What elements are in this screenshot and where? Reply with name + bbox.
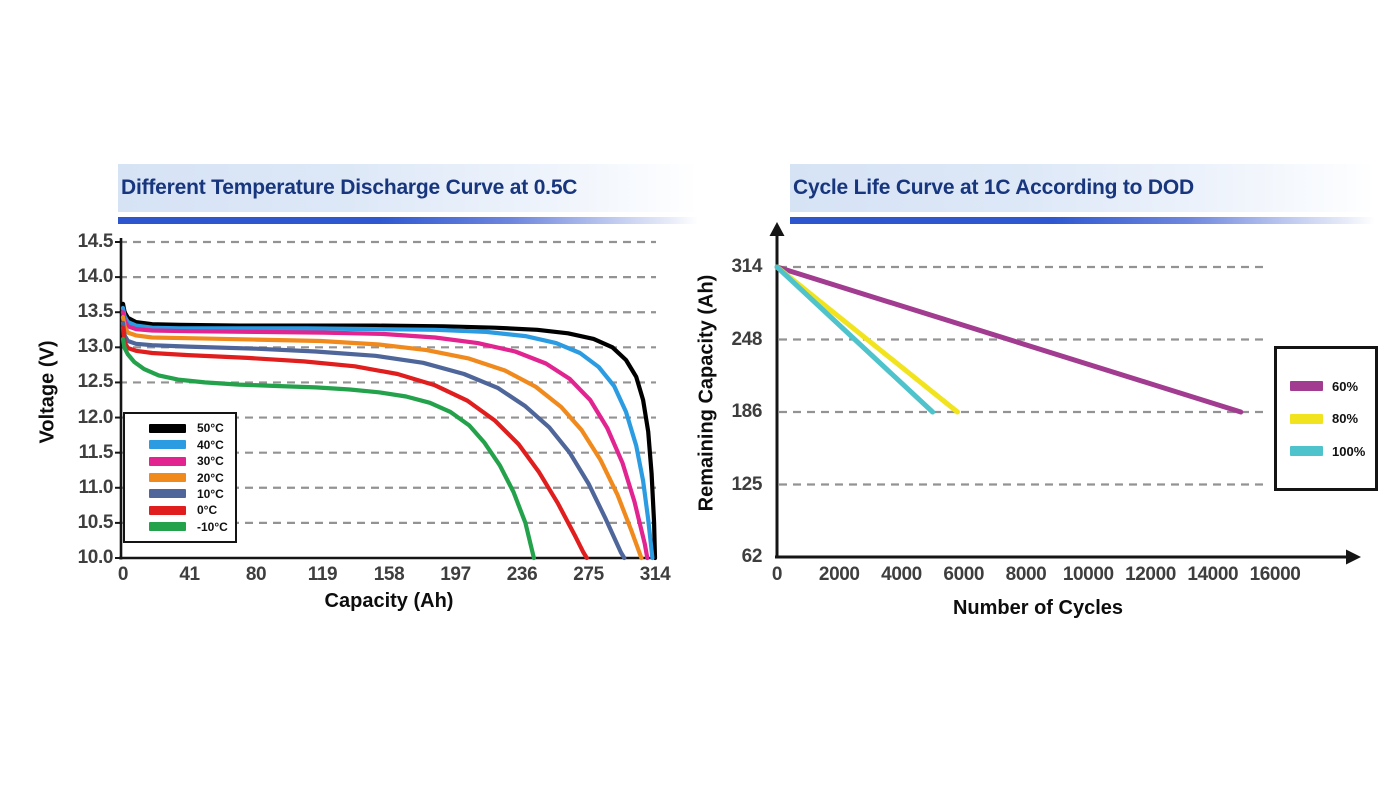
y-tick-label: 248 bbox=[731, 328, 762, 350]
legend-item: 80% bbox=[1290, 411, 1375, 426]
x-tick-label: 16000 bbox=[1249, 564, 1301, 585]
y-tick-label: 125 bbox=[731, 473, 762, 495]
legend-swatch bbox=[149, 456, 186, 466]
cycle-life-chart-title: Cycle Life Curve at 1C According to DOD bbox=[790, 164, 1375, 212]
y-tick-label: 314 bbox=[731, 256, 762, 277]
legend-item: 40°C bbox=[149, 438, 235, 452]
legend-item: -10°C bbox=[149, 520, 235, 534]
legend-label: 100% bbox=[1332, 443, 1366, 459]
legend-swatch bbox=[149, 505, 186, 515]
x-tick-label: 80 bbox=[245, 564, 267, 585]
x-tick-label: 236 bbox=[506, 564, 538, 585]
legend-item: 50°C bbox=[149, 421, 235, 435]
x-tick-label: 10000 bbox=[1062, 564, 1114, 585]
discharge-chart-title: Different Temperature Discharge Curve at… bbox=[118, 164, 698, 212]
x-tick-label: 12000 bbox=[1125, 564, 1176, 585]
x-tick-label: 158 bbox=[373, 564, 405, 585]
legend-item: 30°C bbox=[149, 454, 235, 468]
y-tick-label: 62 bbox=[741, 546, 763, 567]
legend-swatch bbox=[1290, 413, 1323, 424]
y-tick-label: 12.5 bbox=[77, 371, 114, 393]
discharge-title-underline-bar bbox=[118, 217, 698, 224]
legend-label: 60% bbox=[1332, 378, 1359, 394]
legend-label: 0°C bbox=[197, 503, 218, 518]
x-tick-label: 14000 bbox=[1187, 564, 1239, 585]
legend-swatch bbox=[149, 440, 186, 450]
y-tick-label: 13.5 bbox=[77, 301, 114, 323]
y-tick-label: 11.5 bbox=[78, 441, 114, 463]
legend-item: 60% bbox=[1290, 379, 1375, 394]
y-tick-label: 186 bbox=[731, 401, 762, 422]
legend-swatch bbox=[149, 473, 186, 482]
temperature-legend: 50°C 40°C 30°C 20°C 10°C 0°C -10°C bbox=[123, 412, 237, 543]
y-tick-label: 14.5 bbox=[77, 231, 114, 252]
legend-item: 100% bbox=[1290, 444, 1375, 459]
x-tick-label: 0 bbox=[771, 564, 783, 585]
y-tick-label: 14.0 bbox=[77, 266, 114, 288]
legend-label: 20°C bbox=[197, 470, 224, 485]
x-tick-label: 4000 bbox=[881, 564, 922, 585]
legend-label: -10°C bbox=[197, 519, 228, 534]
y-tick-label: 10.5 bbox=[77, 511, 114, 533]
legend-item: 10°C bbox=[149, 487, 235, 501]
legend-swatch bbox=[1290, 446, 1323, 456]
legend-item: 20°C bbox=[149, 471, 235, 485]
x-tick-label: 197 bbox=[440, 564, 471, 585]
cycles-axis-label: Number of Cycles bbox=[952, 597, 1124, 619]
x-tick-label: 2000 bbox=[818, 564, 860, 585]
discharge-chart-title-banner: Different Temperature Discharge Curve at… bbox=[118, 164, 698, 224]
legend-label: 10°C bbox=[197, 486, 224, 501]
cycle-life-chart-title-banner: Cycle Life Curve at 1C According to DOD bbox=[790, 164, 1375, 224]
legend-label: 40°C bbox=[197, 437, 224, 452]
y-tick-label: 10.0 bbox=[77, 547, 114, 568]
legend-item: 0°C bbox=[149, 503, 235, 517]
x-tick-label: 275 bbox=[573, 564, 604, 585]
y-tick-label: 13.0 bbox=[77, 336, 114, 358]
x-tick-label: 119 bbox=[307, 564, 338, 585]
x-tick-label: 314 bbox=[639, 564, 671, 585]
x-tick-label: 8000 bbox=[1005, 564, 1047, 585]
legend-swatch bbox=[149, 423, 186, 433]
y-tick-label: 11.0 bbox=[78, 476, 114, 498]
capacity-axis-label: Capacity (Ah) bbox=[324, 590, 454, 612]
legend-swatch bbox=[1290, 381, 1323, 391]
dod-legend: 60% 80% 100% bbox=[1274, 346, 1378, 491]
x-tick-label: 0 bbox=[117, 564, 129, 585]
legend-swatch bbox=[149, 489, 186, 499]
x-tick-label: 6000 bbox=[943, 564, 985, 585]
y-tick-label: 12.0 bbox=[77, 406, 114, 428]
legend-swatch bbox=[149, 522, 186, 532]
cycle-life-title-underline-bar bbox=[790, 217, 1375, 224]
legend-label: 30°C bbox=[197, 454, 224, 469]
legend-label: 80% bbox=[1332, 411, 1359, 426]
x-tick-label: 41 bbox=[179, 564, 200, 585]
legend-label: 50°C bbox=[197, 421, 224, 436]
